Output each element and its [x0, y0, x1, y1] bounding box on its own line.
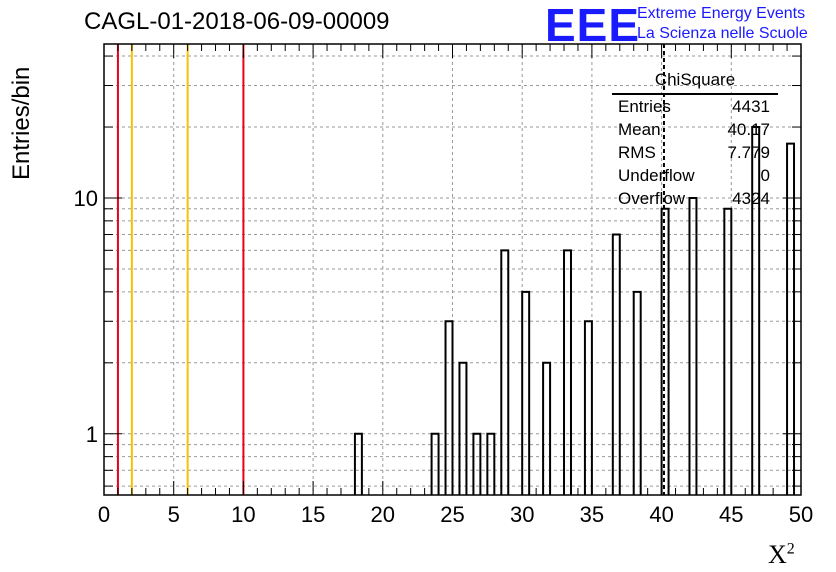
x-tick-label: 15 — [301, 502, 325, 527]
logo-line-2: La Scienza nelle Scuole — [637, 25, 808, 42]
x-tick-label: 20 — [371, 502, 395, 527]
y-tick-label: 1 — [86, 422, 98, 447]
histogram-bar — [353, 432, 363, 495]
histogram-bar — [542, 361, 552, 495]
x-tick-label: 10 — [231, 502, 255, 527]
x-tick-label: 45 — [719, 502, 743, 527]
x-tick-label: 25 — [440, 502, 464, 527]
histogram-bar — [688, 197, 698, 495]
x-axis-label: X2 — [768, 540, 795, 570]
x-axis-label-base: X — [768, 540, 787, 569]
x-tick-label: 0 — [98, 502, 110, 527]
histogram-bar — [458, 361, 468, 495]
stats-box: ChiSquare Entries 4431 Mean 40.17 RMS 7.… — [612, 68, 778, 210]
eee-logo-text: Extreme Energy Events La Scienza nelle S… — [637, 4, 808, 44]
y-axis-label: Entries/bin — [8, 66, 35, 180]
stats-label: Entries — [618, 97, 671, 116]
histogram-bar — [723, 207, 733, 495]
histogram-bar — [786, 142, 796, 495]
stats-row-mean: Mean 40.17 — [612, 118, 778, 141]
histogram-bar — [751, 126, 761, 495]
stats-row-overflow: Overflow 4324 — [612, 187, 778, 210]
stats-value: 40.17 — [727, 120, 770, 139]
eee-logo: EEE — [545, 0, 641, 51]
stats-row-underflow: Underflow 0 — [612, 164, 778, 187]
stats-label: RMS — [618, 143, 656, 162]
histogram-bar — [563, 249, 572, 495]
stats-row-rms: RMS 7.779 — [612, 141, 778, 164]
stats-label: Mean — [618, 120, 661, 139]
stats-label: Underflow — [618, 166, 695, 185]
histogram-bar — [486, 432, 496, 495]
x-tick-label: 30 — [510, 502, 534, 527]
histogram-bar — [660, 207, 670, 495]
stats-label: Overflow — [618, 189, 686, 208]
stats-value: 0 — [760, 166, 770, 185]
histogram-bar — [521, 290, 531, 495]
x-axis-label-superscript: 2 — [786, 540, 795, 558]
x-tick-label: 35 — [580, 502, 604, 527]
x-tick-label: 50 — [789, 502, 813, 527]
x-tick-label: 40 — [649, 502, 673, 527]
chart-title: CAGL-01-2018-06-09-00009 — [84, 8, 390, 35]
histogram-bar — [430, 432, 440, 495]
stats-value: 7.779 — [727, 143, 770, 162]
histogram-bar — [632, 290, 642, 495]
histogram-bar — [611, 233, 621, 495]
stats-value: 4324 — [732, 189, 770, 208]
histogram-bar — [583, 320, 593, 495]
stats-value: 4431 — [732, 97, 770, 116]
stats-row-entries: Entries 4431 — [612, 95, 778, 118]
x-tick-label: 5 — [168, 502, 180, 527]
logo-line-1: Extreme Energy Events — [637, 5, 806, 22]
histogram-bar — [472, 432, 482, 495]
histogram-bar — [444, 320, 454, 495]
y-tick-label: 10 — [74, 186, 98, 211]
stats-title: ChiSquare — [612, 68, 778, 95]
histogram-bar — [500, 249, 510, 495]
